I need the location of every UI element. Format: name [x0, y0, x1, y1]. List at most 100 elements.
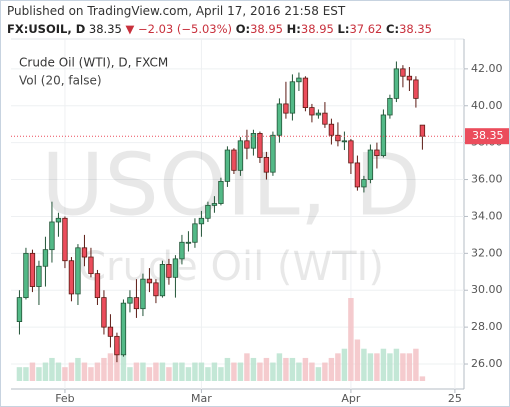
volume-bar: [289, 357, 296, 381]
candle-body: [309, 107, 315, 116]
volume-bar: [237, 362, 244, 381]
change: ▼ −2.03 (−5.03%): [125, 22, 233, 36]
candle-body: [49, 221, 55, 251]
candle-body: [315, 112, 322, 116]
symbol: FX:USOIL, D: [7, 22, 86, 36]
candle-body: [244, 140, 250, 149]
candle-body: [146, 278, 153, 284]
volume-bar: [302, 357, 309, 381]
volume-bar: [29, 362, 36, 381]
ohlc-value: 38.95: [300, 22, 334, 36]
volume-bar: [315, 367, 322, 381]
candle-body: [296, 77, 302, 83]
candle-body: [328, 123, 335, 136]
volume-bar: [172, 362, 179, 381]
candle-body: [120, 302, 127, 356]
last-price: 38.35: [88, 22, 122, 36]
candle-body: [335, 134, 341, 142]
ohlc-label: C:: [386, 22, 400, 36]
candle-body: [419, 124, 426, 137]
y-tick-label: 36.00: [471, 173, 503, 186]
volume-bar: [94, 362, 101, 381]
volume-bar: [192, 362, 198, 381]
volume-bar: [107, 353, 114, 381]
candle-body: [166, 264, 172, 278]
y-tick-label: 28.00: [471, 320, 503, 333]
last-price-tag: [465, 128, 509, 145]
volume-bar: [114, 344, 120, 381]
candle-body: [218, 180, 224, 204]
volume-bar: [387, 353, 393, 381]
volume-bar: [146, 367, 153, 381]
candle-body: [237, 140, 244, 171]
candle-body: [387, 97, 393, 116]
candle-body: [276, 103, 283, 136]
volume-bar: [68, 362, 75, 381]
published-note: Published on TradingView.com, April 17, …: [7, 4, 346, 18]
x-tick-label: Apr: [341, 392, 361, 405]
watermark-subtitle: Crude Oil (WTI): [78, 244, 384, 290]
candle-body: [211, 203, 218, 206]
x-tick-label: Mar: [191, 392, 212, 405]
volume-bar: [374, 353, 380, 381]
candle-body: [172, 258, 179, 278]
candle-body: [36, 265, 42, 287]
candle-body: [16, 297, 23, 322]
symbol-header: FX:USOIL, D 38.35 ▼ −2.03 (−5.03%) O:38.…: [7, 22, 432, 36]
volume-bar: [244, 353, 250, 381]
ohlc-label: H:: [286, 22, 301, 36]
candle-body: [29, 252, 36, 287]
volume-bar: [400, 353, 406, 381]
volume-bar: [211, 362, 218, 381]
candle-body: [250, 133, 257, 149]
volume-bar: [205, 367, 211, 381]
candle-body: [68, 260, 75, 295]
candle-body: [283, 103, 289, 114]
candle-body: [153, 282, 159, 297]
volume-bar: [140, 362, 146, 381]
volume-bar: [153, 362, 159, 381]
volume-bar: [309, 362, 315, 381]
volume-bar: [296, 362, 302, 381]
volume-bar: [276, 353, 283, 381]
volume-bar: [361, 348, 367, 381]
candle-body: [322, 112, 328, 125]
x-tick-label: Feb: [55, 392, 74, 405]
candle-body: [348, 140, 354, 164]
volume-bar: [354, 339, 361, 381]
volume-bar: [81, 362, 88, 381]
volume-bar: [75, 357, 81, 381]
candle-body: [289, 81, 296, 114]
volume-bar: [419, 376, 426, 381]
candle-body: [127, 297, 133, 304]
volume-bar: [120, 353, 127, 381]
y-tick-label: 42.00: [471, 62, 503, 75]
candle-body: [413, 79, 419, 99]
volume-bar: [88, 367, 94, 381]
ohlc-value: 37.62: [349, 22, 383, 36]
candle-body: [88, 256, 94, 275]
candle-body: [393, 68, 400, 99]
volume-bar: [159, 362, 166, 381]
volume-bar: [367, 353, 374, 381]
candle-body: [133, 297, 140, 310]
candle-body: [42, 249, 49, 267]
candle-body: [263, 157, 270, 173]
volume-bar: [101, 357, 107, 381]
ohlc-fields: O:38.95 H:38.95 L:37.62 C:38.35: [236, 22, 432, 36]
y-tick-label: 26.00: [471, 357, 503, 370]
ohlc-value: 38.35: [399, 22, 433, 36]
candle-body: [140, 278, 146, 310]
volume-bar: [328, 357, 335, 381]
candle-body: [400, 68, 406, 77]
volume-bar: [23, 367, 29, 381]
volume-bar: [283, 357, 289, 381]
volume-bar: [231, 362, 237, 381]
volume-bar: [36, 367, 42, 381]
candle-body: [302, 77, 309, 108]
volume-bar: [335, 353, 341, 381]
volume-bar: [55, 362, 62, 381]
candle-body: [341, 140, 348, 143]
volume-bar: [49, 357, 55, 381]
candle-body: [185, 241, 192, 244]
